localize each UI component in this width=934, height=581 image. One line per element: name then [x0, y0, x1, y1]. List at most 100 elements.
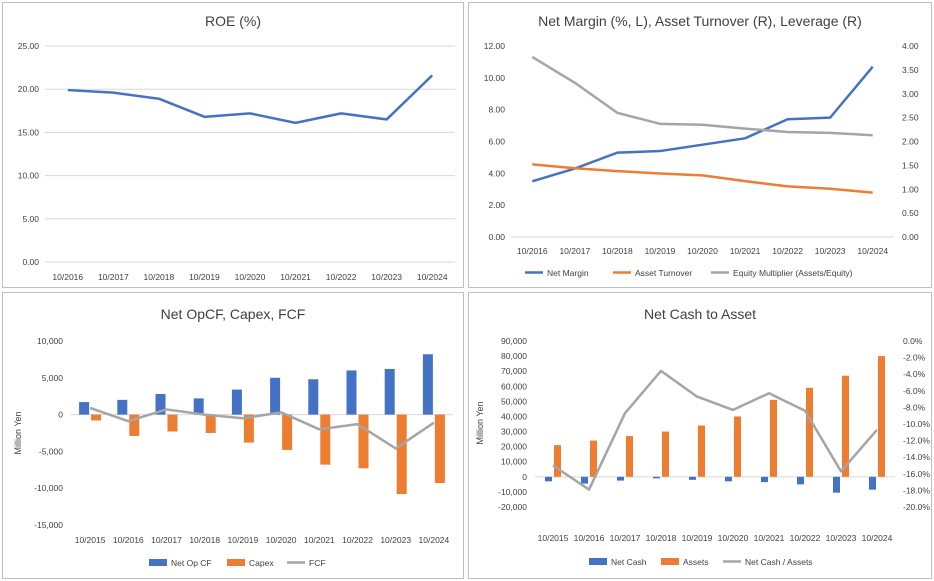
- legend-swatch: [589, 558, 607, 565]
- x-tick-label: 10/2016: [574, 533, 605, 543]
- y-left-tick-label: 2.00: [488, 200, 505, 210]
- legend-label: Equity Multiplier (Assets/Equity): [733, 268, 853, 278]
- legend-label: Asset Turnover: [635, 268, 692, 278]
- y-right-tick-label: 3.00: [902, 89, 919, 99]
- y-left-tick-label: 10,000: [501, 457, 527, 467]
- cashflow-chart-panel: Net OpCF, Capex, FCF 10,000 5,000 0 -5,000 -…: [2, 292, 464, 579]
- x-tick-label: 10/2018: [602, 246, 633, 256]
- opcf-bar: [270, 377, 281, 415]
- y-left-tick-label: 12.00: [484, 41, 506, 51]
- y-right-tick-label: -6.0%: [903, 386, 926, 396]
- asset-turnover-line: [532, 163, 873, 194]
- y-right-tick-label: -8.0%: [903, 402, 926, 412]
- y-tick-label: 0: [58, 410, 63, 420]
- legend-label: Net Margin: [547, 268, 589, 278]
- opcf-bar: [422, 354, 433, 415]
- y-tick-label: -5,000: [39, 446, 63, 456]
- y-left-tick-label: 70,000: [501, 366, 527, 376]
- y-left-tick-label: 6.00: [488, 137, 505, 147]
- net-cash-bar: [797, 476, 804, 485]
- net-cash-bar: [869, 476, 876, 490]
- y-tick-label: 0.00: [22, 257, 39, 267]
- net-cash-bar: [689, 476, 696, 480]
- y-left-tick-label: 0: [522, 472, 527, 482]
- y-tick-label: 20.00: [18, 84, 40, 94]
- x-tick-label: 10/2023: [815, 246, 846, 256]
- y-left-tick-label: 10.00: [484, 73, 506, 83]
- x-tick-label: 10/2017: [98, 272, 129, 282]
- x-tick-label: 10/2021: [730, 246, 761, 256]
- y-tick-label: -15,000: [34, 520, 63, 530]
- x-tick-label: 10/2020: [235, 272, 266, 282]
- assets-bar: [734, 416, 741, 477]
- y-right-tick-label: -18.0%: [903, 485, 930, 495]
- x-tick-label: 10/2015: [75, 535, 106, 545]
- capex-bar: [320, 414, 331, 465]
- x-tick-label: 10/2021: [754, 533, 785, 543]
- fcf-line: [89, 406, 435, 450]
- opcf-bar: [117, 399, 128, 415]
- opcf-bar: [346, 370, 357, 415]
- x-tick-label: 10/2019: [645, 246, 676, 256]
- legend-label: Net Cash / Assets: [745, 557, 813, 567]
- roe-chart: ROE (%) 25.00 20.00 15.00 10.00 5.00 0.00 10/2…: [18, 13, 455, 282]
- legend-swatch: [661, 558, 679, 565]
- y-left-tick-label: 50,000: [501, 396, 527, 406]
- chart-title: ROE (%): [205, 13, 261, 29]
- x-tick-label: 10/2019: [682, 533, 713, 543]
- net-cash-ratio-line: [552, 369, 878, 491]
- x-tick-label: 10/2018: [646, 533, 677, 543]
- x-tick-label: 10/2022: [342, 535, 373, 545]
- chart-title: Net OpCF, Capex, FCF: [161, 306, 306, 322]
- opcf-bar: [384, 368, 395, 415]
- opcf-bar: [79, 402, 90, 415]
- net-cash-to-asset-panel: Net Cash to Asset 90,000 80,000 70,000 60,0…: [468, 292, 932, 579]
- legend-label: FCF: [309, 558, 326, 568]
- assets-bar: [626, 436, 633, 477]
- y-left-tick-label: 60,000: [501, 381, 527, 391]
- y-left-tick-label: 80,000: [501, 351, 527, 361]
- x-tick-label: 10/2015: [538, 533, 569, 543]
- y-right-tick-label: 3.50: [902, 65, 919, 75]
- y-left-tick-label: 4.00: [488, 168, 505, 178]
- y-right-tick-label: 2.00: [902, 137, 919, 147]
- x-tick-label: 10/2020: [718, 533, 749, 543]
- net-cash-to-asset-chart: Net Cash to Asset 90,000 80,000 70,000 60,0…: [475, 306, 930, 567]
- y-left-tick-label: 90,000: [501, 336, 527, 346]
- capex-bar: [434, 414, 445, 484]
- x-tick-label: 10/2018: [189, 535, 220, 545]
- x-tick-label: 10/2016: [52, 272, 83, 282]
- net-cash-bar: [761, 476, 768, 483]
- x-tick-label: 10/2024: [857, 246, 888, 256]
- x-tick-label: 10/2024: [419, 535, 450, 545]
- y-right-tick-label: -14.0%: [903, 452, 930, 462]
- assets-bar: [590, 440, 597, 477]
- net-cash-bar: [545, 476, 552, 482]
- capex-bar: [205, 414, 216, 433]
- net-cash-bar: [581, 476, 588, 484]
- assets-bar: [698, 425, 705, 477]
- y-right-tick-label: -16.0%: [903, 469, 930, 479]
- x-tick-label: 10/2019: [189, 272, 220, 282]
- y-right-tick-label: 2.50: [902, 113, 919, 123]
- opcf-bar: [155, 393, 166, 415]
- capex-bar: [129, 414, 140, 436]
- capex-bar: [282, 414, 293, 450]
- net-cash-bar: [725, 476, 732, 482]
- y-right-tick-label: 1.00: [902, 184, 919, 194]
- y-right-tick-label: 0.0%: [903, 336, 923, 346]
- y-left-tick-label: 20,000: [501, 442, 527, 452]
- capex-bar: [396, 414, 407, 495]
- y-left-tick-label: 30,000: [501, 427, 527, 437]
- x-tick-label: 10/2022: [326, 272, 357, 282]
- x-tick-label: 10/2017: [610, 533, 641, 543]
- legend-label: Net Op CF: [171, 558, 212, 568]
- y-tick-label: 10,000: [37, 336, 63, 346]
- capex-bar: [243, 414, 254, 443]
- assets-bar: [554, 445, 561, 477]
- opcf-bar: [308, 379, 319, 415]
- y-tick-label: 15.00: [18, 127, 40, 137]
- net-cash-bar: [653, 476, 660, 479]
- x-tick-label: 10/2017: [151, 535, 182, 545]
- net-cash-bar: [833, 476, 840, 493]
